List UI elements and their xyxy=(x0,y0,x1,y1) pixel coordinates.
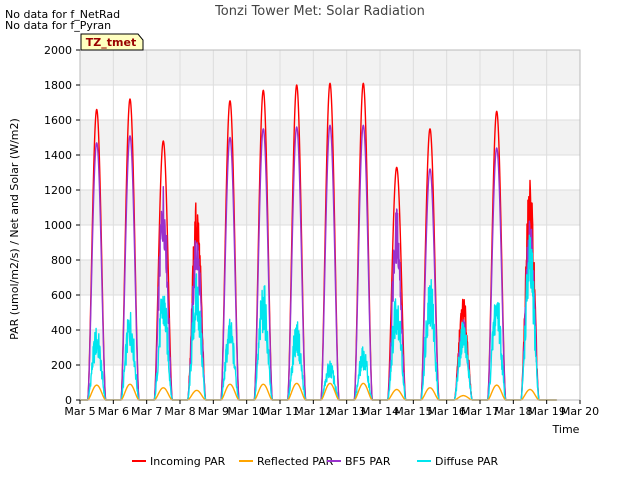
y-tick-label: 1000 xyxy=(44,219,72,232)
grid-band xyxy=(80,50,580,85)
y-tick-label: 2000 xyxy=(44,44,72,57)
legend-label: BF5 PAR xyxy=(345,455,391,468)
y-tick-label: 600 xyxy=(51,289,72,302)
grid-band xyxy=(80,190,580,225)
y-tick-label: 400 xyxy=(51,324,72,337)
y-tick-label: 1400 xyxy=(44,149,72,162)
x-tick-label: Mar 7 xyxy=(131,405,162,418)
legend-label: Diffuse PAR xyxy=(435,455,499,468)
y-tick-label: 800 xyxy=(51,254,72,267)
annotation-text: TZ_tmet xyxy=(86,36,136,49)
x-tick-label: Mar 14 xyxy=(361,405,399,418)
x-tick-label: Mar 5 xyxy=(64,405,95,418)
y-axis-label: PAR (umol/m2/s) / Net and Solar (W/m2) xyxy=(8,118,21,340)
legend-label: Incoming PAR xyxy=(150,455,226,468)
x-tick-label: Mar 9 xyxy=(198,405,229,418)
chart-title: Tonzi Tower Met: Solar Radiation xyxy=(214,4,425,19)
x-tick-label: Mar 16 xyxy=(428,405,466,418)
no-data-note-netrad: No data for f_NetRad xyxy=(5,8,121,21)
x-tick-label: Mar 20 xyxy=(561,405,599,418)
x-tick-label: Mar 18 xyxy=(494,405,532,418)
annotation-box xyxy=(80,33,144,51)
y-tick-label: 1600 xyxy=(44,114,72,127)
grid-band xyxy=(80,330,580,365)
y-tick-label: 0 xyxy=(65,394,72,407)
x-tick-label: Mar 12 xyxy=(294,405,332,418)
legend-label: Reflected PAR xyxy=(257,455,334,468)
x-tick-label: Mar 6 xyxy=(98,405,129,418)
x-tick-label: Mar 10 xyxy=(228,405,266,418)
grid-band xyxy=(80,260,580,295)
x-tick-label: Mar 17 xyxy=(461,405,499,418)
no-data-note-pyran: No data for f_Pyran xyxy=(5,19,112,32)
y-tick-label: 200 xyxy=(51,359,72,372)
x-tick-label: Mar 11 xyxy=(261,405,299,418)
x-tick-label: Mar 15 xyxy=(394,405,432,418)
legend: Incoming PAR Reflected PAR BF5 PAR Diffuse … xyxy=(132,455,499,468)
x-tick-label: Mar 13 xyxy=(328,405,366,418)
y-tick-label: 1800 xyxy=(44,79,72,92)
x-tick-label: Mar 19 xyxy=(528,405,566,418)
x-tick-label: Mar 8 xyxy=(164,405,195,418)
tz-tmet-annotation: TZ_tmet xyxy=(80,33,144,51)
y-tick-label: 1200 xyxy=(44,184,72,197)
x-axis-label: Time xyxy=(552,423,580,436)
